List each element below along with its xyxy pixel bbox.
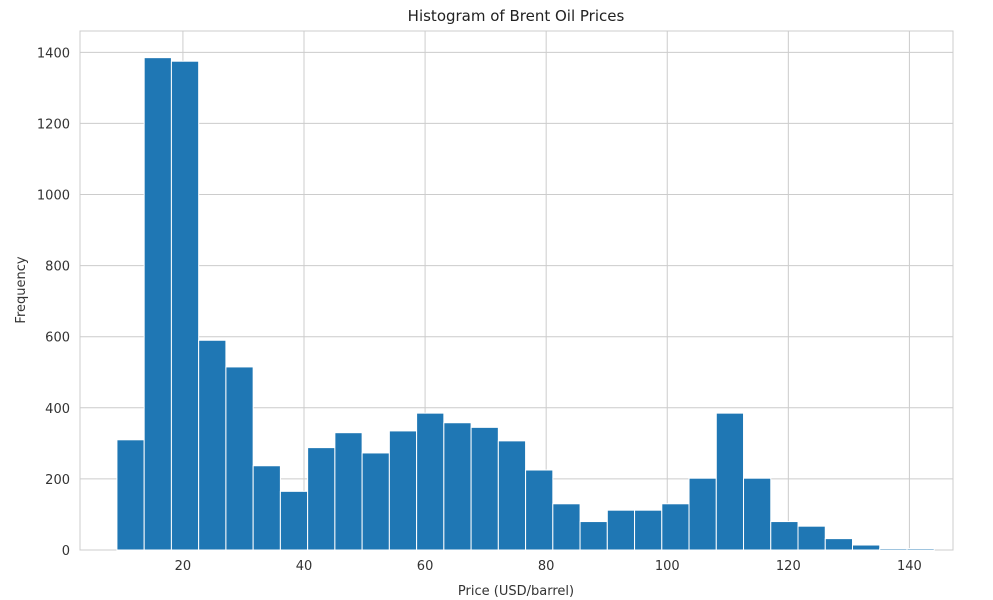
histogram-bar (879, 548, 908, 551)
histogram-bar (307, 447, 336, 551)
x-tick-label: 140 (897, 559, 922, 574)
y-tick-label: 1200 (37, 117, 70, 132)
histogram-bar (388, 430, 418, 551)
histogram-bar (661, 503, 690, 551)
y-tick-label: 1000 (37, 189, 70, 204)
y-tick-label: 200 (45, 473, 70, 488)
histogram-bar (443, 422, 472, 551)
x-tick-label: 80 (538, 559, 555, 574)
histogram-bar (252, 465, 281, 551)
y-tick-label: 400 (45, 402, 70, 417)
histogram-bar (416, 412, 445, 551)
x-tick-label: 20 (175, 559, 192, 574)
histogram-bar (334, 432, 363, 551)
y-tick-label: 1400 (37, 46, 70, 61)
x-tick-label: 60 (417, 559, 434, 574)
histogram-bar (525, 469, 554, 551)
histogram-bar (361, 452, 390, 551)
histogram-bar (824, 538, 854, 551)
chart-title: Histogram of Brent Oil Prices (408, 7, 625, 25)
histogram-bar (497, 440, 527, 551)
x-tick-label: 40 (296, 559, 313, 574)
histogram-bar (770, 521, 799, 551)
histogram-bar (116, 439, 145, 551)
y-tick-label: 800 (45, 260, 70, 275)
y-tick-label: 0 (62, 544, 70, 559)
histogram-bar (634, 509, 663, 551)
x-tick-label: 100 (655, 559, 680, 574)
histogram-bar (906, 548, 935, 551)
histogram-bar (470, 426, 499, 551)
histogram-bar (743, 477, 772, 551)
histogram-bar (797, 525, 826, 551)
x-axis-label: Price (USD/barrel) (458, 584, 574, 599)
x-tick-label: 120 (776, 559, 801, 574)
histogram-bar (198, 339, 227, 551)
histogram-bar (170, 60, 200, 551)
histogram-bar (579, 521, 608, 551)
tick-labels: 20 40 60 80 100 120 14002004006008001000120014… (37, 46, 922, 574)
histogram-bar (279, 490, 309, 551)
histogram-bar (143, 57, 172, 551)
histogram-bar (606, 509, 636, 551)
y-tick-label: 600 (45, 331, 70, 346)
y-axis-label: Frequency (14, 256, 29, 323)
histogram-bar (552, 503, 581, 551)
histogram-bar (225, 366, 254, 551)
histogram-bar (688, 477, 717, 551)
histogram-bars (116, 57, 935, 551)
histogram-bar (852, 544, 881, 551)
histogram-bar (715, 412, 745, 551)
